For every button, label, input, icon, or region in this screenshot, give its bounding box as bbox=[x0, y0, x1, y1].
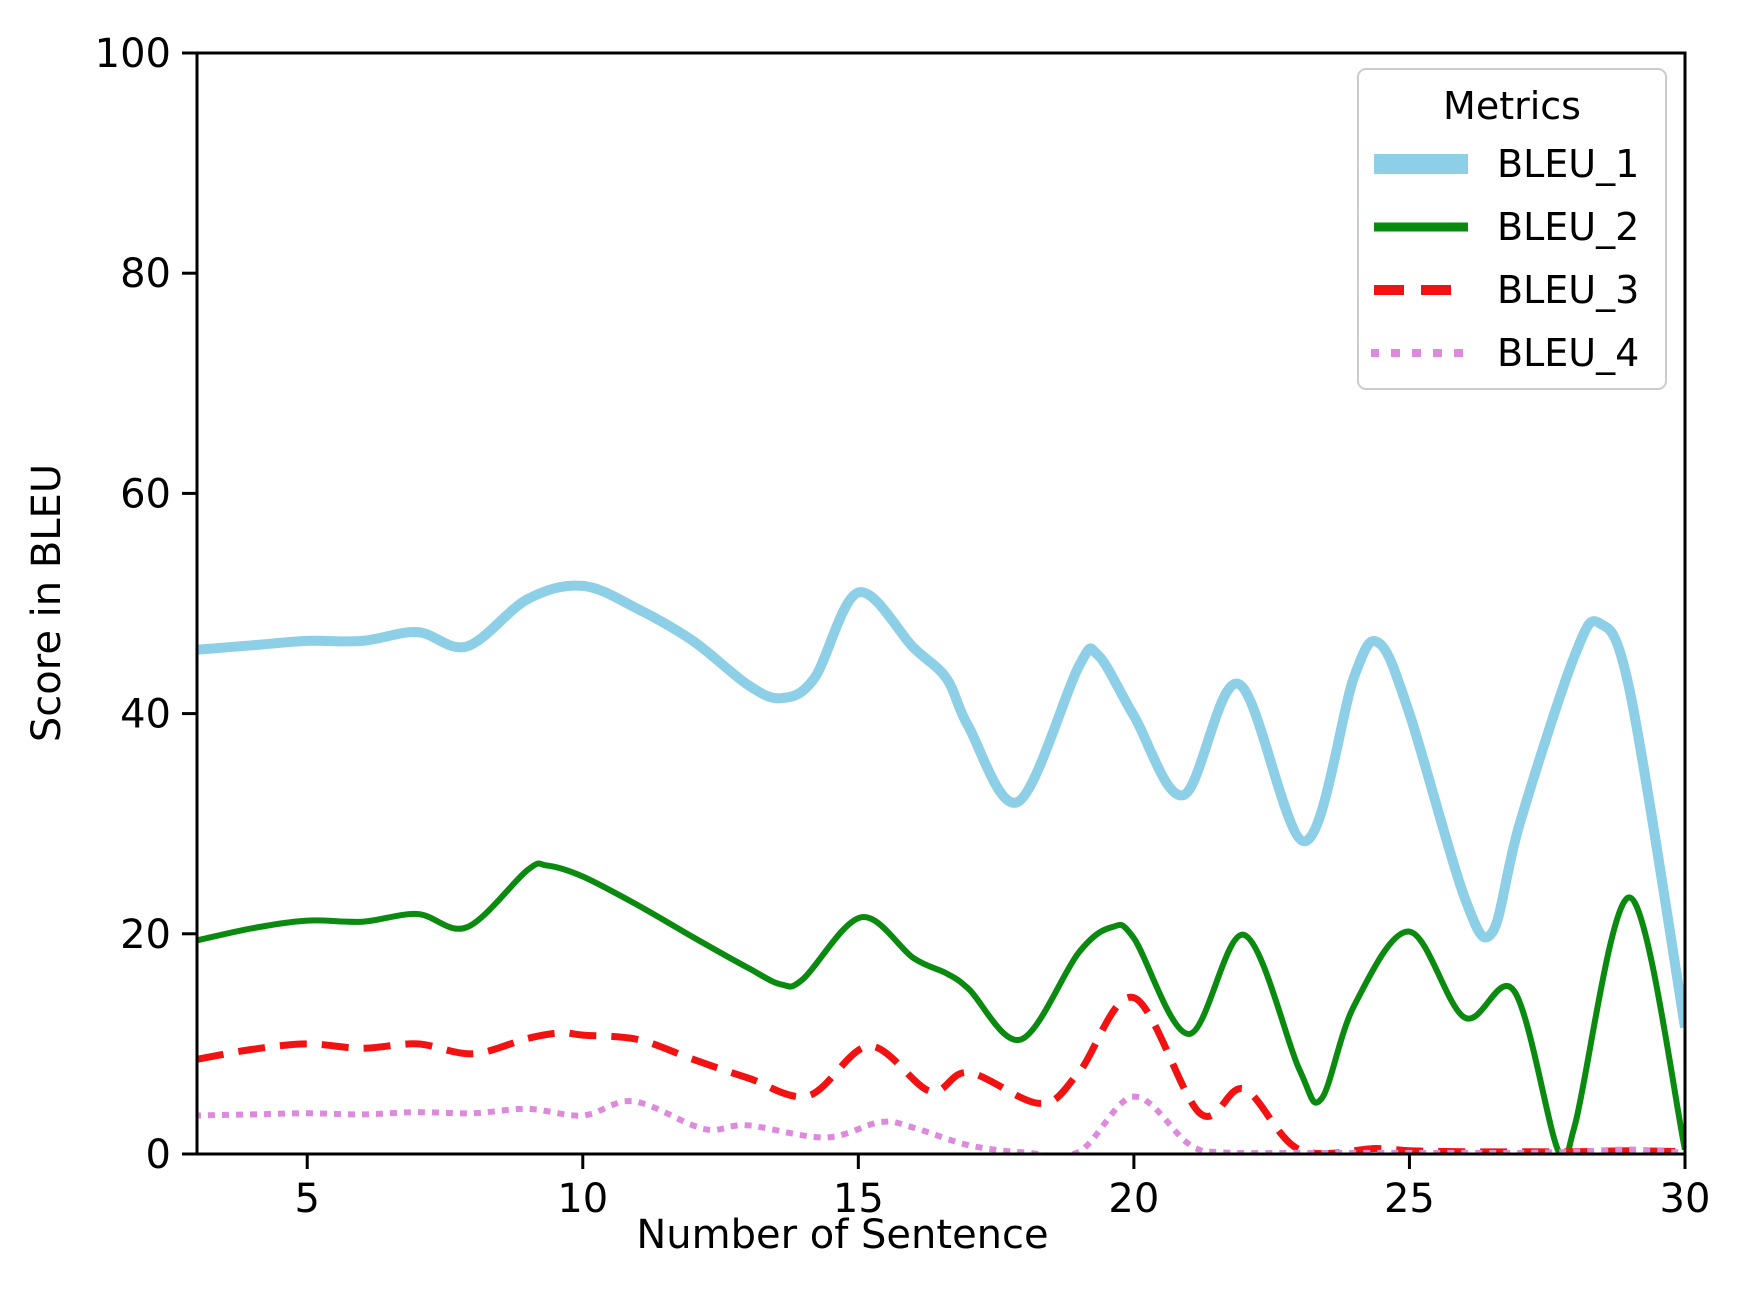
legend-entry-BLEU_3: BLEU_3 bbox=[1359, 258, 1665, 321]
y-tick-label: 80 bbox=[120, 251, 171, 297]
series-line-BLEU_1 bbox=[197, 580, 1685, 1029]
x-axis: 5 10 15 20 25 30 bbox=[294, 1155, 1711, 1222]
legend-entry-BLEU_4: BLEU_4 bbox=[1359, 321, 1665, 384]
x-tick-label: 10 bbox=[557, 1176, 608, 1222]
x-tick-label: 20 bbox=[1108, 1176, 1159, 1222]
legend-swatch-BLEU_3 bbox=[1374, 284, 1468, 295]
legend-entry-BLEU_2: BLEU_2 bbox=[1359, 195, 1665, 258]
y-axis-label: Score in BLEU bbox=[24, 463, 70, 743]
series-group bbox=[197, 580, 1685, 1154]
legend-rows: BLEU_1 BLEU_2 BLEU_3 BLEU_4 bbox=[1359, 132, 1665, 384]
y-axis: 0 20 40 60 80 100 bbox=[95, 31, 196, 1178]
legend-label-BLEU_4: BLEU_4 bbox=[1497, 330, 1640, 375]
y-tick-label: 20 bbox=[120, 912, 171, 958]
legend: Metrics BLEU_1 BLEU_2 BLEU_3 BLEU_4 bbox=[1357, 68, 1667, 390]
legend-label-BLEU_2: BLEU_2 bbox=[1497, 204, 1640, 249]
x-tick-label: 5 bbox=[294, 1176, 319, 1222]
x-tick-label: 25 bbox=[1384, 1176, 1435, 1222]
legend-swatch-BLEU_2 bbox=[1374, 222, 1468, 231]
y-tick-label: 40 bbox=[120, 692, 171, 738]
series-line-BLEU_3 bbox=[197, 994, 1685, 1154]
x-axis-label: Number of Sentence bbox=[636, 1212, 1049, 1258]
legend-swatch-BLEU_1 bbox=[1374, 153, 1468, 174]
x-tick-label: 30 bbox=[1660, 1176, 1711, 1222]
legend-entry-BLEU_1: BLEU_1 bbox=[1359, 132, 1665, 195]
y-tick-label: 60 bbox=[120, 471, 171, 517]
legend-swatch-BLEU_4 bbox=[1371, 348, 1471, 357]
y-tick-label: 0 bbox=[146, 1132, 171, 1178]
series-line-BLEU_4 bbox=[197, 1093, 1685, 1154]
series-line-BLEU_2 bbox=[197, 860, 1685, 1154]
legend-title: Metrics bbox=[1443, 84, 1581, 128]
legend-label-BLEU_1: BLEU_1 bbox=[1497, 141, 1640, 186]
y-tick-label: 100 bbox=[95, 31, 171, 77]
x-tick-label: 15 bbox=[833, 1176, 884, 1222]
legend-label-BLEU_3: BLEU_3 bbox=[1497, 267, 1640, 312]
axes-spines bbox=[195, 51, 1687, 1156]
